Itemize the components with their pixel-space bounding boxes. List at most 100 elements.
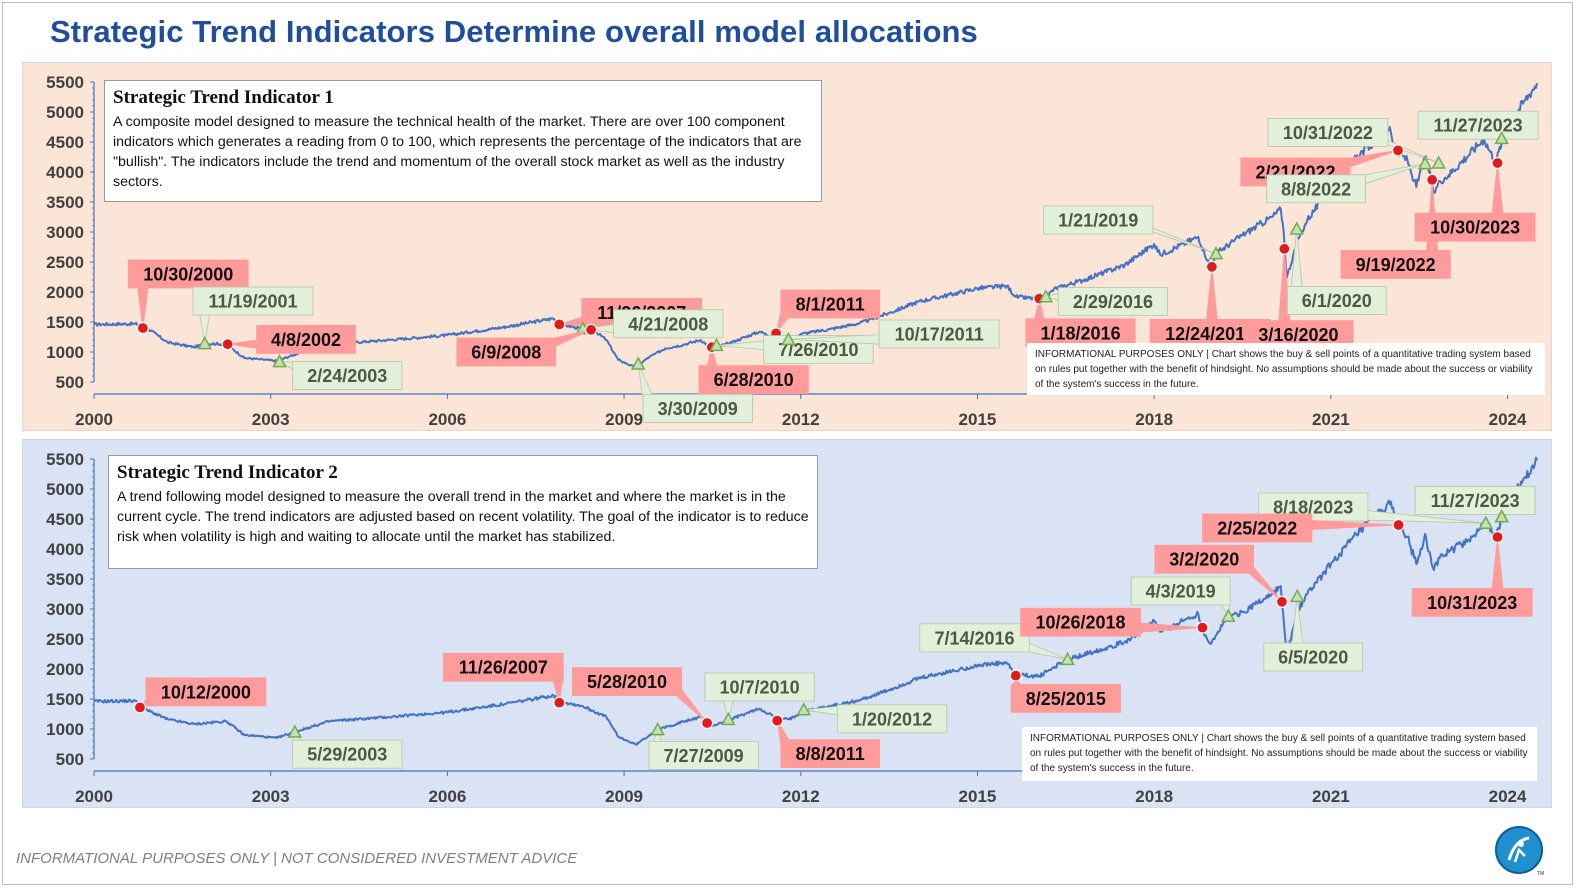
indicator-1-description: A composite model designed to measure th… — [113, 114, 802, 190]
buy-signal-label: 2/24/2003 — [307, 366, 387, 386]
buy-marker — [197, 336, 212, 350]
buy-marker — [721, 711, 736, 726]
buy-marker — [650, 722, 665, 736]
buy-marker — [1417, 156, 1433, 170]
x-tick-label: 2006 — [428, 410, 466, 429]
y-tick-label: 5500 — [46, 73, 84, 92]
sell-signal-label: 4/8/2002 — [271, 330, 341, 350]
sell-marker — [136, 321, 149, 335]
sell-label-box — [698, 365, 809, 395]
x-tick-label: 2000 — [75, 410, 113, 429]
y-tick-label: 1500 — [46, 313, 84, 332]
buy-marker — [1208, 246, 1224, 260]
buy-signal-label: 7/27/2009 — [664, 746, 744, 766]
indicator-1-title: Strategic Trend Indicator 1 — [113, 87, 334, 108]
y-tick-label: 2000 — [46, 283, 84, 302]
x-tick-label: 2015 — [959, 410, 997, 429]
buy-signal-label: 1/20/2012 — [852, 709, 932, 729]
x-tick-label: 2012 — [782, 410, 820, 429]
y-tick-label: 4500 — [46, 510, 84, 529]
y-tick-label: 4000 — [46, 540, 84, 559]
sell-signal-label: 8/1/2011 — [796, 295, 865, 315]
sell-signal-label: 1/18/2016 — [1041, 323, 1121, 343]
buy-signal-label: 11/19/2001 — [208, 292, 297, 312]
x-tick-label: 2024 — [1489, 787, 1527, 806]
sell-label-box — [256, 324, 356, 354]
x-tick-label: 2003 — [252, 410, 290, 429]
buy-marker — [709, 337, 724, 352]
buy-marker — [1290, 588, 1305, 603]
indicator-1-description-box: Strategic Trend Indicator 1 A composite … — [104, 80, 822, 202]
buy-label-box — [1266, 174, 1366, 204]
sell-marker — [133, 701, 147, 714]
indicator-2-title: Strategic Trend Indicator 2 — [117, 462, 338, 483]
sell-signal-label: 12/24/2018 — [1165, 324, 1255, 344]
buy-signal-label: 11/27/2023 — [1431, 491, 1520, 511]
sell-signal-label: 3/16/2020 — [1258, 325, 1338, 345]
sell-signal-label: 10/31/2023 — [1427, 593, 1517, 613]
buy-label-box — [1414, 486, 1536, 515]
y-tick-label: 2000 — [46, 660, 84, 679]
buy-marker — [796, 702, 811, 716]
buy-marker — [1060, 651, 1075, 666]
y-tick-label: 3000 — [46, 223, 84, 242]
sell-marker — [1491, 530, 1504, 544]
sell-signal-label: 11/26/2007 — [459, 658, 548, 678]
buy-marker — [781, 331, 796, 346]
buy-label-box — [836, 704, 948, 734]
sell-marker — [1278, 242, 1291, 255]
buy-signal-label: 8/18/2023 — [1273, 498, 1353, 518]
y-tick-label: 500 — [56, 373, 84, 392]
y-tick-label: 1500 — [46, 690, 84, 709]
buy-label-box — [919, 623, 1030, 653]
sell-marker — [1491, 156, 1504, 170]
sell-marker — [1205, 260, 1218, 273]
buy-label-box — [1263, 642, 1363, 672]
buy-signal-label: 8/8/2022 — [1281, 179, 1351, 199]
sell-marker — [553, 318, 566, 331]
buy-signal-label: 10/17/2011 — [895, 325, 984, 345]
sell-signal-label: 10/30/2023 — [1430, 218, 1520, 238]
x-tick-label: 2018 — [1135, 410, 1173, 429]
buy-label-box — [642, 393, 753, 423]
buy-marker — [272, 354, 287, 368]
buy-marker — [1478, 515, 1494, 529]
buy-label-box — [1267, 118, 1389, 147]
buy-marker — [1289, 221, 1304, 235]
sell-label-box — [571, 667, 683, 697]
buy-signal-label: 1/21/2019 — [1058, 211, 1138, 231]
sell-marker — [584, 323, 598, 336]
buy-label-box — [878, 319, 1000, 349]
buy-signal-label: 7/26/2010 — [778, 340, 858, 360]
y-tick-label: 3500 — [46, 193, 84, 212]
buy-marker — [287, 724, 303, 738]
sell-signal-label: 3/2/2020 — [1169, 550, 1239, 570]
x-tick-label: 2018 — [1135, 787, 1173, 806]
y-tick-label: 5000 — [46, 103, 84, 122]
y-tick-label: 5000 — [46, 480, 84, 499]
buy-label-box — [1417, 110, 1539, 140]
buy-label-box — [1043, 205, 1154, 235]
sell-label-box — [1025, 318, 1136, 348]
y-tick-label: 2500 — [46, 253, 84, 272]
sell-marker — [1392, 518, 1405, 532]
x-tick-label: 2006 — [428, 787, 466, 806]
buy-marker — [1221, 608, 1236, 622]
buy-signal-label: 6/5/2020 — [1278, 648, 1348, 668]
disclaimer-2: INFORMATIONAL PURPOSES ONLY | Chart show… — [1022, 727, 1537, 781]
sell-marker — [1009, 669, 1022, 682]
buy-label-box — [292, 360, 403, 390]
logo-swoosh — [1507, 836, 1530, 861]
buy-signal-label: 3/30/2009 — [658, 399, 738, 419]
sell-label-box — [1010, 683, 1121, 713]
sell-signal-label: 6/9/2008 — [471, 343, 541, 363]
x-tick-label: 2015 — [959, 787, 997, 806]
y-tick-label: 3000 — [46, 600, 84, 619]
y-tick-label: 2500 — [46, 630, 84, 649]
logo-ring — [1495, 826, 1543, 874]
buy-label-box — [1057, 287, 1169, 317]
buy-label-box — [192, 286, 314, 316]
indicator-2-description-box: Strategic Trend Indicator 2 A trend foll… — [108, 455, 818, 569]
page-title: Strategic Trend Indicators Determine ove… — [50, 14, 978, 49]
